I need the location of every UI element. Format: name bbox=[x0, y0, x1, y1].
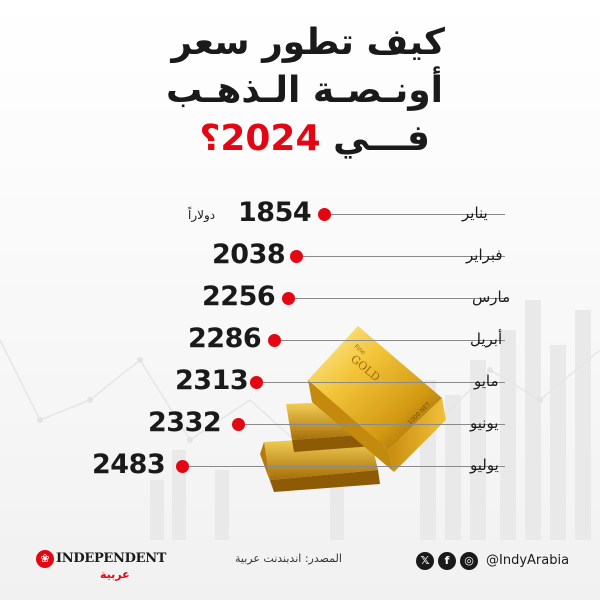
footer: ❀ INDEPENDENT عربية المصدر: اندبندنت عرب… bbox=[0, 540, 600, 590]
price-row: 2038 فبراير bbox=[0, 239, 600, 272]
row-dot bbox=[176, 460, 189, 473]
price-value: 2332 bbox=[148, 407, 222, 438]
price-row: 2286 أبريل bbox=[0, 323, 600, 356]
row-line bbox=[292, 298, 505, 299]
title-line-3: فـــي 2024؟ bbox=[0, 118, 430, 159]
row-dot bbox=[318, 208, 331, 221]
price-value: 2286 bbox=[188, 323, 262, 354]
row-line bbox=[328, 214, 505, 215]
price-value: 1854 bbox=[238, 197, 312, 228]
month-label: يناير bbox=[462, 204, 488, 222]
price-row: 2313 مايو bbox=[0, 365, 600, 398]
facebook-icon[interactable]: f bbox=[438, 552, 456, 570]
title-question-mark: ؟ bbox=[199, 118, 221, 159]
brand-name: INDEPENDENT bbox=[56, 551, 167, 566]
month-label: يونيو bbox=[470, 414, 499, 432]
price-row: 1854 دولاراً يناير bbox=[0, 197, 600, 230]
price-row: 2332 يونيو bbox=[0, 407, 600, 440]
price-unit: دولاراً bbox=[188, 208, 216, 222]
instagram-icon[interactable]: ◎ bbox=[460, 552, 478, 570]
row-line bbox=[260, 382, 505, 383]
row-line bbox=[242, 424, 505, 425]
row-dot bbox=[282, 292, 295, 305]
title-prefix: فـــي bbox=[333, 118, 430, 159]
row-dot bbox=[268, 334, 281, 347]
title-line-2: أونـصـة الـذهـب bbox=[165, 70, 443, 111]
price-value: 2038 bbox=[212, 239, 286, 270]
title-line-1: كيف تطور سعر bbox=[171, 22, 445, 63]
title-year: 2024 bbox=[220, 118, 321, 159]
row-line bbox=[300, 256, 505, 257]
month-label: فبراير bbox=[466, 246, 503, 264]
month-label: أبريل bbox=[470, 330, 503, 348]
gold-bars-image: GOLD Fine 1000 NET bbox=[260, 326, 446, 492]
row-dot bbox=[232, 418, 245, 431]
x-icon[interactable]: 𝕏 bbox=[416, 552, 434, 570]
price-row: 2256 مارس bbox=[0, 281, 600, 314]
month-label: مارس bbox=[472, 288, 511, 306]
brand-arabic: عربية bbox=[100, 568, 130, 581]
price-value: 2483 bbox=[92, 449, 166, 480]
row-line bbox=[186, 466, 505, 467]
row-dot bbox=[250, 376, 263, 389]
month-label: يوليو bbox=[470, 456, 499, 474]
price-value: 2313 bbox=[175, 365, 249, 396]
independent-logo-icon: ❀ bbox=[36, 550, 54, 568]
source-text: المصدر: اندبندنت عربية bbox=[235, 552, 342, 565]
month-label: مايو bbox=[474, 372, 499, 390]
row-dot bbox=[290, 250, 303, 263]
price-row: 2483 يوليو bbox=[0, 449, 600, 482]
social-handle[interactable]: @IndyArabia bbox=[486, 553, 570, 568]
row-line bbox=[278, 340, 505, 341]
price-value: 2256 bbox=[202, 281, 276, 312]
